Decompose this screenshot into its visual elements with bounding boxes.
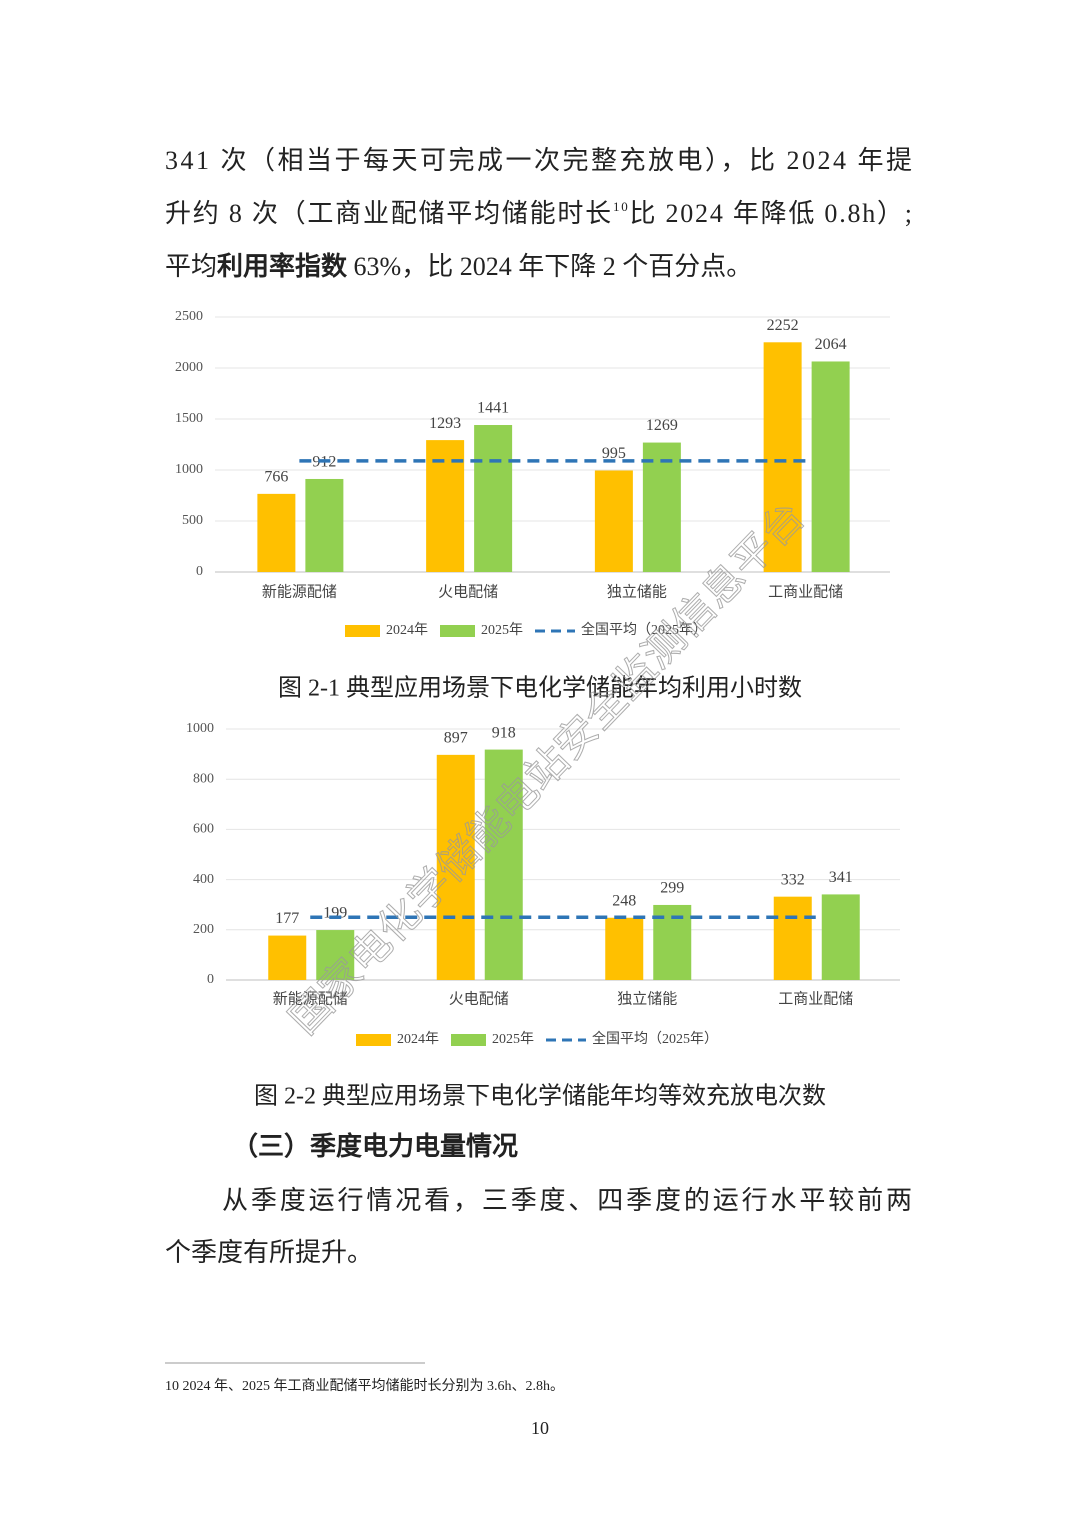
paragraph-line: 341 次（相当于每天可完成一次完整充放电），比 2024 年提 (165, 146, 912, 175)
footnote-ref: 10 (613, 199, 628, 214)
paragraph-line: 升约 8 次（工商业配储平均储能时长 10比 2024 年降低 0.8h）; (165, 199, 912, 228)
text-run: 63%，比 2024 年下降 2 个百分点。 (347, 252, 752, 281)
value-label: 1293 (429, 415, 461, 432)
bar (257, 493, 296, 572)
bold-term: 利用率指数 (217, 251, 348, 281)
bar (773, 896, 812, 980)
y-tick-label: 800 (193, 771, 214, 786)
x-tick-label: 火电配储 (438, 583, 498, 600)
legend-label: 2024年 (397, 1031, 439, 1047)
x-tick-label: 新能源配储 (273, 990, 348, 1007)
legend-swatch (440, 625, 475, 637)
legend-label: 全国平均（2025年） (581, 621, 707, 638)
x-tick-label: 火电配储 (449, 990, 509, 1007)
x-tick-label: 工商业配储 (778, 990, 853, 1007)
value-label: 2252 (767, 317, 799, 334)
value-label: 995 (602, 445, 626, 462)
bar (605, 917, 644, 980)
bar (642, 442, 681, 572)
legend-label: 全国平均（2025年） (592, 1030, 718, 1047)
paragraph-line: 个季度有所提升。 (165, 1238, 373, 1267)
footnote: 10 2024 年、2025 年工商业配储平均储能时长分别为 3.6h、2.8h… (165, 1378, 564, 1394)
y-tick-label: 1000 (186, 721, 214, 736)
legend-label: 2024年 (386, 622, 428, 638)
y-tick-label: 400 (193, 872, 214, 887)
bar (594, 470, 633, 572)
legend-label: 2025年 (481, 622, 523, 638)
bar (484, 749, 523, 980)
paragraph-line: 平均利用率指数 63%，比 2024 年下降 2 个百分点。 (165, 251, 752, 281)
text-run: 升约 8 次（工商业配储平均储能时长 (165, 199, 611, 228)
y-tick-label: 2500 (175, 309, 203, 324)
value-label: 2064 (815, 336, 847, 353)
x-tick-label: 工商业配储 (768, 583, 843, 600)
figure-caption: 图 2-2 典型应用场景下电化学储能年均等效充放电次数 (254, 1083, 826, 1110)
value-label: 918 (492, 724, 516, 741)
value-label: 1441 (477, 400, 509, 417)
legend-swatch (451, 1034, 486, 1046)
legend-label: 2025年 (492, 1031, 534, 1047)
value-label: 332 (781, 871, 805, 888)
value-label: 1269 (646, 417, 678, 434)
x-tick-label: 独立储能 (617, 990, 677, 1007)
y-tick-label: 600 (193, 822, 214, 837)
bar (305, 478, 344, 572)
bar (316, 930, 355, 980)
value-label: 766 (264, 469, 288, 486)
x-tick-label: 独立储能 (607, 583, 667, 600)
x-tick-label: 新能源配储 (262, 583, 337, 600)
y-tick-label: 200 (193, 922, 214, 937)
value-label: 177 (275, 910, 299, 927)
bar (811, 361, 850, 572)
value-label: 897 (444, 730, 468, 747)
text-run: 个季度有所提升。 (165, 1238, 373, 1267)
value-label: 199 (323, 905, 347, 922)
y-tick-label: 1000 (175, 462, 203, 477)
section-heading: （三）季度电力电量情况 (232, 1131, 518, 1161)
text-run: 341 次（相当于每天可完成一次完整充放电），比 2024 年提 (165, 146, 912, 175)
y-tick-label: 500 (182, 513, 203, 528)
value-label: 341 (829, 869, 853, 886)
legend-swatch (345, 625, 380, 637)
y-tick-label: 2000 (175, 360, 203, 375)
bar (268, 935, 307, 980)
y-tick-label: 0 (207, 972, 214, 987)
legend-swatch (356, 1034, 391, 1046)
value-label: 299 (660, 880, 684, 897)
bar (763, 342, 802, 572)
figure-caption: 图 2-1 典型应用场景下电化学储能年均利用小时数 (278, 675, 802, 702)
page-number: 10 (531, 1418, 549, 1438)
bar (474, 425, 513, 572)
text-run: 平均 (165, 252, 217, 281)
value-label: 248 (612, 892, 636, 909)
bar (821, 894, 860, 980)
y-tick-label: 0 (196, 564, 203, 579)
y-tick-label: 1500 (175, 411, 203, 426)
bar (436, 754, 475, 980)
text-run: 比 2024 年降低 0.8h）; (629, 199, 912, 228)
